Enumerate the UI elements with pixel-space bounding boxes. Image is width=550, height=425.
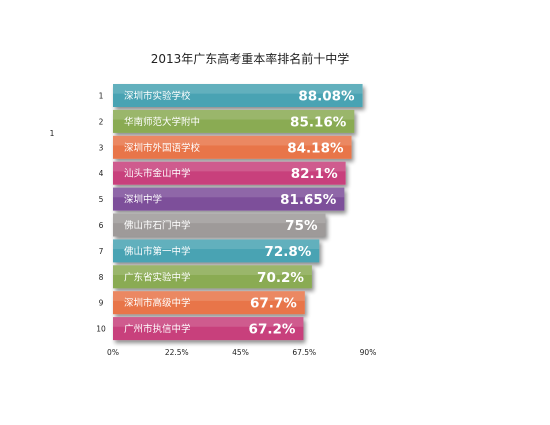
x-tick-label-2: 45% [232,348,249,357]
value-label-1: 88.08% [298,89,355,105]
value-label-3: 84.18% [287,140,344,156]
chart-title: 2013年广东高考重本率排名前十中学 [151,51,350,66]
bar-highlight-10 [113,317,304,327]
bar-5 [113,187,345,211]
value-label-7: 72.8% [264,244,311,260]
value-label-8: 70.2% [257,270,304,286]
x-tick-label-1: 22.5% [165,348,189,357]
category-label-1: 深圳市实验学校 [124,90,191,102]
rank-label-10: 10 [96,325,106,334]
category-label-9: 深圳市高级中学 [124,297,191,309]
bar-highlight-1 [113,84,363,94]
value-label-6: 75% [285,218,318,234]
bar-9 [113,291,305,315]
category-label-2: 华南师范大学附中 [124,116,200,128]
bar-4 [113,161,346,185]
rank-label-9: 9 [99,299,104,308]
side-note: 1 [50,129,55,138]
bar-highlight-4 [113,161,346,172]
bar-highlight-3 [113,135,352,146]
bar-highlight-2 [113,109,355,120]
category-label-3: 深圳市外国语学校 [124,142,201,154]
rank-label-3: 3 [99,143,104,152]
bar-6 [113,213,326,237]
category-label-10: 广州市执信中学 [124,323,191,335]
bar-highlight-9 [113,291,305,301]
category-label-8: 广东省实验中学 [124,271,191,283]
bar-highlight-8 [113,265,312,275]
bar-highlight-5 [113,187,345,198]
rank-label-6: 6 [99,221,104,230]
value-label-9: 67.7% [250,296,297,312]
bar-2 [113,109,355,133]
category-label-5: 深圳中学 [124,194,162,206]
rank-label-2: 2 [99,117,104,126]
category-label-6: 佛山市石门中学 [124,220,191,232]
bars-group: 1 深圳市实验学校 88.08%2 华南师范大学附中 85.16%3 深圳市外国语学校 84… [96,84,376,357]
value-label-4: 82.1% [291,166,338,182]
rank-label-5: 5 [99,195,104,204]
x-tick-label-0: 0% [107,348,119,357]
rank-label-4: 4 [99,169,104,178]
value-label-2: 85.16% [290,114,347,130]
value-label-10: 67.2% [249,322,296,338]
x-tick-label-3: 67.5% [292,348,316,357]
rank-label-1: 1 [99,92,104,101]
bar-10 [113,317,304,341]
bar-1 [113,84,363,107]
x-tick-label-4: 90% [360,348,377,357]
bar-8 [113,265,312,289]
bar-highlight-6 [113,213,326,224]
category-label-7: 佛山市第一中学 [124,245,191,257]
bar-highlight-7 [113,239,320,250]
rank-label-7: 7 [99,247,104,256]
bar-7 [113,239,320,263]
value-label-5: 81.65% [280,192,337,208]
rank-label-8: 8 [99,273,104,282]
bar-3 [113,135,352,159]
category-label-4: 汕头市金山中学 [124,168,191,180]
